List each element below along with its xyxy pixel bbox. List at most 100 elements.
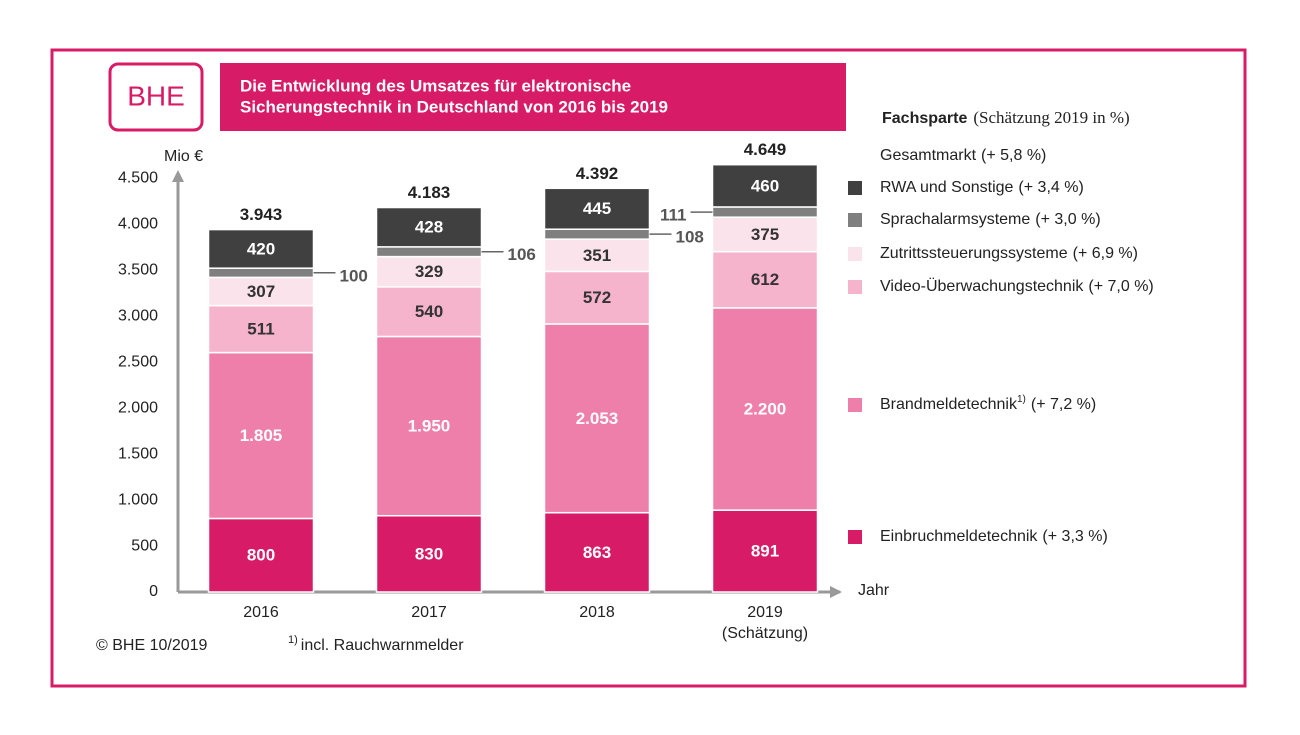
- y-tick-label: 500: [131, 537, 158, 554]
- legend-growth: (+ 3,0 %): [1035, 211, 1100, 228]
- y-axis-label: Mio €: [164, 148, 203, 165]
- bar-segment: [711, 307, 819, 511]
- x-tick-note: (Schätzung): [722, 625, 808, 642]
- legend-growth: (+ 6,9 %): [1073, 245, 1138, 262]
- legend-label: Video-Überwachungstechnik: [880, 277, 1084, 295]
- y-tick-label: 4.000: [118, 216, 158, 233]
- data-label: 100: [340, 266, 368, 285]
- total-label: 3.943: [240, 205, 283, 224]
- logo-box: [108, 62, 204, 132]
- bar-segment: [543, 323, 651, 514]
- data-label: 375: [751, 225, 779, 244]
- data-label: 830: [415, 544, 443, 563]
- legend-growth: (+ 3,4 %): [1018, 179, 1083, 196]
- x-tick-label: 2018: [579, 604, 615, 621]
- legend-swatch: [848, 213, 862, 227]
- x-tick-label: 2016: [243, 604, 279, 621]
- legend-label: Sprachalarmsysteme: [880, 211, 1030, 228]
- legend-label: Zutrittssteuerungssysteme: [880, 245, 1068, 262]
- y-tick-label: 3.500: [118, 262, 158, 279]
- legend-label: Gesamtmarkt: [880, 147, 977, 164]
- total-label: 4.392: [576, 164, 619, 183]
- data-label: 1.950: [408, 417, 451, 436]
- legend-swatch: [848, 530, 862, 544]
- chart-title: Sicherungstechnik in Deutschland von 201…: [240, 97, 668, 116]
- x-axis-arrow: [830, 586, 842, 598]
- bar-segment: [207, 517, 315, 593]
- bar-segment: [711, 509, 819, 593]
- legend-growth: (+ 7,0 %): [1088, 278, 1153, 295]
- bar-segment: [543, 238, 651, 273]
- source: © BHE 10/2019: [96, 637, 208, 654]
- legend-note: 1): [1017, 394, 1026, 405]
- data-label: 307: [247, 282, 275, 301]
- title-box: [220, 63, 846, 131]
- bar-segment: [375, 255, 483, 288]
- legend-entry: Zutrittssteuerungssysteme (+ 6,9 %): [880, 245, 1138, 262]
- y-axis-arrow: [172, 170, 184, 182]
- footnote: 1) incl. Rauchwarnmelder: [288, 634, 464, 654]
- legend-swatch: [848, 247, 862, 261]
- total-label: 4.649: [744, 140, 787, 159]
- data-label: 460: [751, 176, 779, 195]
- data-label: 445: [583, 199, 611, 218]
- legend-label: Einbruchmeldetechnik: [880, 528, 1038, 545]
- data-label: 428: [415, 218, 443, 237]
- legend-swatch: [848, 280, 862, 294]
- legend-entry: Einbruchmeldetechnik (+ 3,3 %): [880, 528, 1108, 545]
- y-tick-label: 3.000: [118, 307, 158, 324]
- legend-growth: (+ 3,3 %): [1042, 528, 1107, 545]
- legend-swatch: [848, 398, 862, 412]
- data-label: 511: [247, 320, 274, 339]
- legend-label: RWA und Sonstige: [880, 179, 1014, 196]
- chart-title: Die Entwicklung des Umsatzes für elektro…: [240, 76, 631, 95]
- bar-segment: [543, 228, 651, 240]
- y-tick-label: 2.000: [118, 399, 158, 416]
- y-tick-label: 1.500: [118, 445, 158, 462]
- logo: BHE: [127, 80, 185, 111]
- data-label: 572: [583, 288, 611, 307]
- y-tick-label: 0: [149, 583, 158, 600]
- bar-segment: [375, 246, 483, 258]
- footnote-marker: 1): [288, 634, 298, 646]
- bar-segment: [207, 228, 315, 269]
- data-label: 1.805: [240, 426, 283, 445]
- legend-title: Fachsparte (Schätzung 2019 in %): [882, 108, 1130, 127]
- data-label: 2.200: [744, 399, 787, 418]
- data-label: 863: [583, 543, 611, 562]
- bar-segment: [711, 250, 819, 309]
- data-label: 612: [751, 270, 779, 289]
- x-tick-label: 2017: [411, 604, 447, 621]
- y-tick-label: 2.500: [118, 353, 158, 370]
- data-label: 420: [247, 239, 275, 258]
- data-label: 800: [247, 546, 275, 565]
- bar-segment: [543, 511, 651, 593]
- bar-segment: [711, 163, 819, 208]
- legend-label: Brandmeldetechnik: [880, 396, 1018, 413]
- legend-entry: Video-Überwachungstechnik (+ 7,0 %): [880, 277, 1154, 295]
- bar-segment: [375, 514, 483, 593]
- legend-subtitle: (Schätzung 2019 in %): [973, 108, 1129, 127]
- data-label: 329: [415, 262, 443, 281]
- legend-title: Fachsparte: [882, 110, 967, 127]
- y-tick-label: 4.500: [118, 170, 158, 187]
- data-label: 108: [676, 228, 704, 247]
- data-label: 891: [751, 542, 779, 561]
- data-label: 111: [660, 206, 687, 225]
- x-tick-label: 2019: [747, 604, 783, 621]
- legend-entry: Brandmeldetechnik1) (+ 7,2 %): [880, 394, 1096, 414]
- legend-entry: RWA und Sonstige (+ 3,4 %): [880, 179, 1084, 196]
- legend-entry: Gesamtmarkt (+ 5,8 %): [880, 147, 1046, 164]
- data-label: 351: [583, 246, 611, 265]
- legend-swatch: [848, 181, 862, 195]
- legend-growth: (+ 7,2 %): [1031, 396, 1096, 413]
- y-tick-label: 1.000: [118, 491, 158, 508]
- legend-growth: (+ 5,8 %): [981, 147, 1046, 164]
- legend-entry: Sprachalarmsysteme (+ 3,0 %): [880, 211, 1101, 228]
- bar-segment: [375, 335, 483, 517]
- bar-segment: [543, 187, 651, 230]
- bar-segment: [711, 206, 819, 218]
- x-axis-label: Jahr: [858, 582, 890, 599]
